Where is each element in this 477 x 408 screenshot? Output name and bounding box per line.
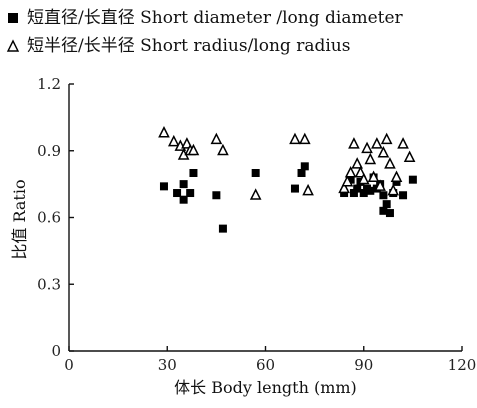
short-diameter-point-24 <box>379 206 388 215</box>
short-diameter-point-16 <box>353 184 362 193</box>
legend-label-short-diameter: 短直径/长直径 Short diameter /long diameter <box>27 7 403 28</box>
short-radius-point-1 <box>158 125 170 138</box>
short-diameter-point-12 <box>300 162 309 171</box>
short-radius-point-24 <box>371 137 383 149</box>
x-tick-label-30: 30 <box>158 356 177 374</box>
short-radius-point-32 <box>403 150 416 162</box>
short-radius-point-19 <box>354 166 367 178</box>
short-diameter-point-9 <box>251 169 260 177</box>
short-radius-point-2 <box>167 134 180 147</box>
short-diameter-point-20 <box>366 186 375 195</box>
short-diameter-point-27 <box>385 209 394 218</box>
short-radius-point-17 <box>348 137 360 149</box>
short-diameter-point-2 <box>173 189 182 198</box>
x-tick-label-120: 120 <box>448 356 477 374</box>
short-diameter-point-1 <box>159 182 168 191</box>
short-radius-point-14 <box>338 181 350 194</box>
open-triangle-legend-icon <box>6 39 20 53</box>
short-radius-point-18 <box>351 157 364 169</box>
short-radius-point-27 <box>380 132 393 145</box>
y-tick-label-0-9: 0.9 <box>37 142 61 160</box>
short-diameter-point-30 <box>399 191 408 200</box>
short-radius-point-23 <box>367 170 380 182</box>
short-radius-point-10 <box>249 188 262 200</box>
short-diameter-point-31 <box>408 175 417 184</box>
short-diameter-point-3 <box>179 180 188 189</box>
short-diameter-point-25 <box>379 191 388 200</box>
short-diameter-point-8 <box>218 224 227 233</box>
short-radius-point-31 <box>397 137 409 149</box>
y-axis-title: 比值 Ratio <box>10 179 29 259</box>
short-radius-point-21 <box>361 141 373 154</box>
short-diameter-point-4 <box>179 195 188 204</box>
y-tick-label-0: 0 <box>51 342 61 360</box>
short-diameter-point-5 <box>186 189 195 198</box>
short-radius-point-15 <box>341 174 354 187</box>
short-radius-point-13 <box>302 183 314 196</box>
short-radius-point-7 <box>187 143 200 156</box>
short-radius-point-25 <box>374 179 386 191</box>
x-tick-label-60: 60 <box>256 356 275 374</box>
x-tick-label-90: 90 <box>354 356 373 374</box>
short-radius-point-28 <box>384 157 396 169</box>
short-diameter-point-10 <box>290 184 299 193</box>
legend-label-short-radius: 短半径/长半径 Short radius/long radius <box>27 35 351 56</box>
short-radius-point-29 <box>387 183 400 196</box>
legend-item-short-diameter: 短直径/长直径 Short diameter /long diameter <box>6 4 466 32</box>
short-radius-point-20 <box>357 172 370 185</box>
short-diameter-point-7 <box>212 191 221 200</box>
short-radius-point-30 <box>390 170 403 182</box>
short-diameter-point-11 <box>297 169 306 177</box>
short-radius-point-22 <box>364 152 377 165</box>
short-radius-point-16 <box>344 166 357 178</box>
short-radius-point-5 <box>181 137 193 149</box>
y-tick-label-0-6: 0.6 <box>37 209 61 227</box>
legend-item-short-radius: 短半径/长半径 Short radius/long radius <box>6 32 466 60</box>
chart-legend: 短直径/长直径 Short diameter /long diameter 短半… <box>6 4 466 60</box>
short-diameter-point-26 <box>382 200 391 209</box>
x-axis-title: 体长 Body length (mm) <box>174 378 357 397</box>
x-tick-label-0: 0 <box>64 356 74 374</box>
short-radius-point-26 <box>377 146 390 158</box>
short-diameter-point-6 <box>189 169 198 177</box>
short-radius-point-8 <box>210 132 223 145</box>
short-radius-point-12 <box>298 132 311 145</box>
short-radius-point-11 <box>289 132 301 145</box>
filled-square-legend-icon <box>6 11 20 25</box>
y-tick-label-1-2: 1.2 <box>37 75 61 93</box>
short-radius-point-9 <box>217 143 229 156</box>
y-tick-label-0-3: 0.3 <box>37 275 61 293</box>
